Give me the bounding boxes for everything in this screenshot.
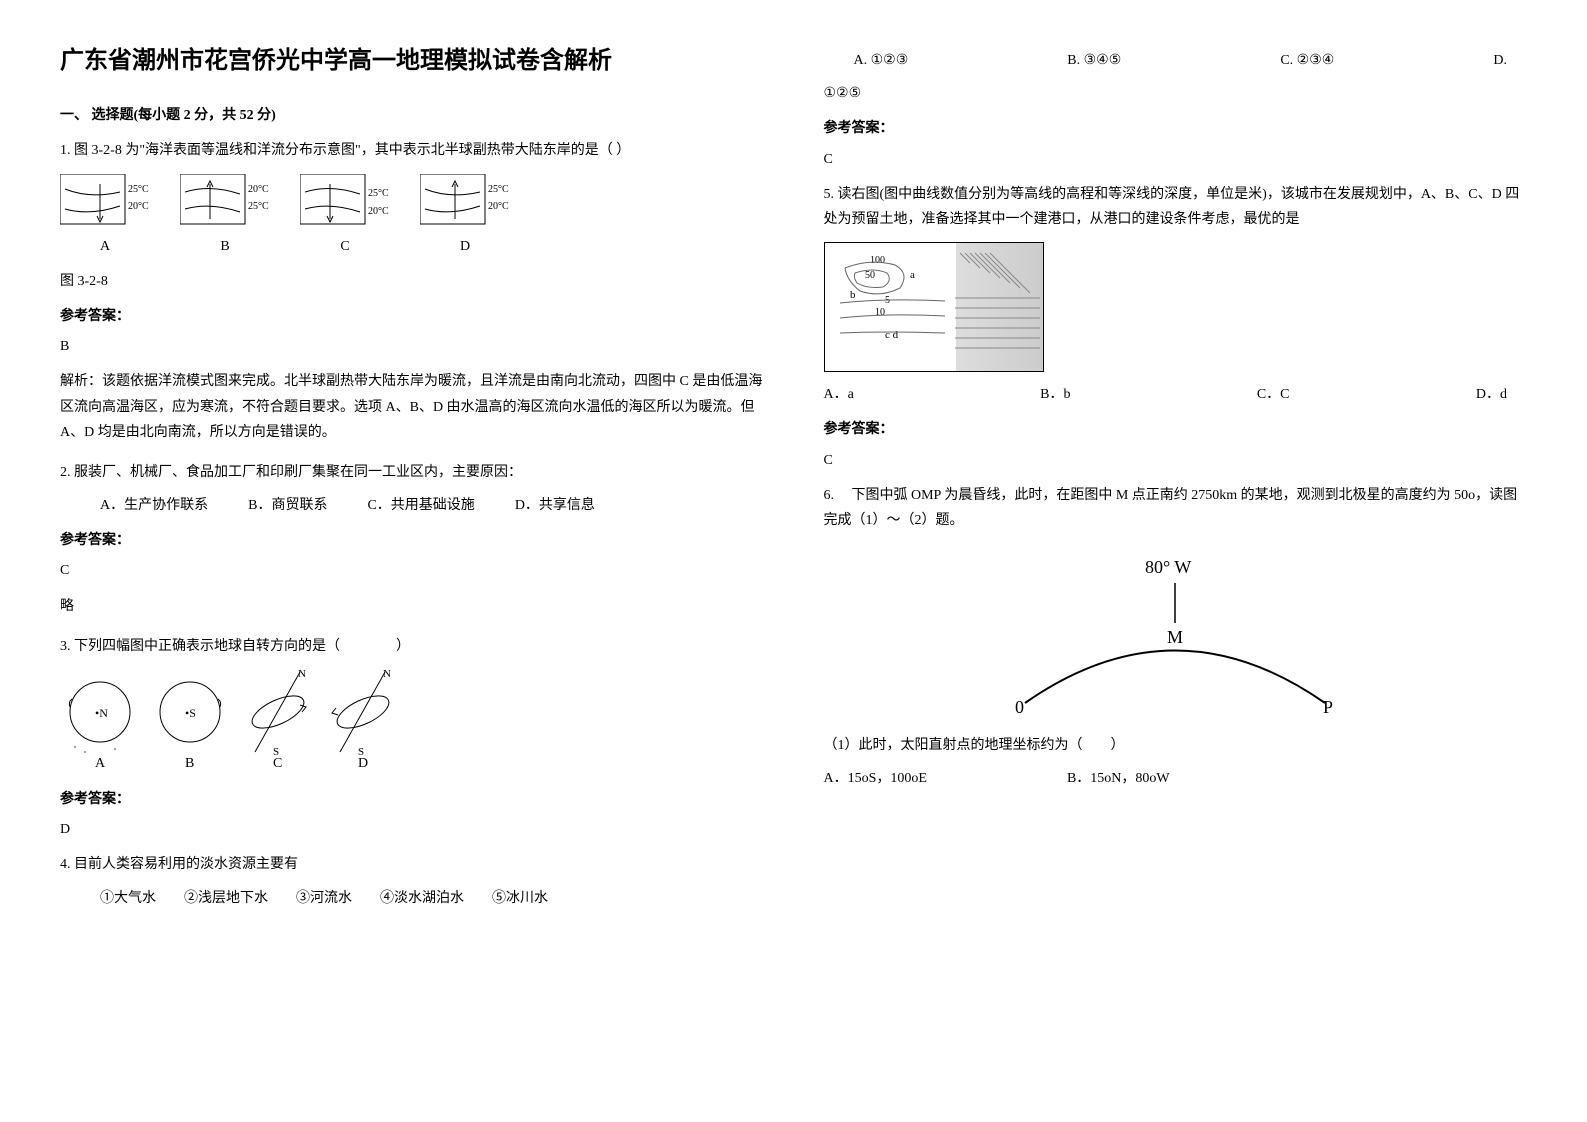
svg-text:P: P (1323, 697, 1333, 717)
q3-answer-label: 参考答案： (60, 787, 764, 812)
svg-text:20°C: 20°C (368, 206, 389, 217)
q1-fig-a: 25°C 20°C A (60, 174, 150, 259)
question-4: 4. 目前人类容易利用的淡水资源主要有 ①大气水 ②浅层地下水 ③河流水 ④淡水… (60, 852, 764, 910)
svg-text:20°C: 20°C (128, 201, 149, 212)
svg-text:80° W: 80° W (1145, 557, 1191, 577)
svg-text:•S: •S (185, 706, 196, 720)
svg-text:50: 50 (865, 270, 875, 281)
ocean-current-c: 25°C 20°C (300, 174, 390, 229)
section-header: 一、 选择题(每小题 2 分，共 52 分) (60, 103, 764, 128)
q2-opt-d: D．共享信息 (515, 493, 595, 518)
q5-answer: C (824, 448, 1528, 473)
svg-text:•N: •N (95, 706, 108, 720)
q4-opt-a: A. ①②③ (854, 48, 909, 73)
svg-text:N: N (383, 668, 391, 680)
q6-sub1-opt-a: A．15oS，100oE (824, 766, 927, 791)
q5-opt-c: C．C (1257, 382, 1290, 407)
ocean-current-b: 20°C 25°C (180, 174, 270, 229)
q2-opt-c: C．共用基础设施 (367, 493, 474, 518)
ocean-current-d: 25°C 20°C (420, 174, 510, 229)
q5-options: A．a B．b C．C D．d (824, 382, 1528, 407)
svg-text:100: 100 (870, 255, 885, 266)
q6-sub1-options: A．15oS，100oE B．15oN，80oW (824, 766, 1528, 791)
terminator-arc-diagram: 80° W M 0 P (995, 548, 1355, 718)
q1-caption: 图 3-2-8 (60, 269, 764, 294)
q2-answer-label: 参考答案： (60, 528, 764, 553)
svg-text:25°C: 25°C (368, 188, 389, 199)
q4-options: A. ①②③ B. ③④⑤ C. ②③④ D. (854, 48, 1528, 73)
question-2: 2. 服装厂、机械厂、食品加工厂和印刷厂集聚在同一工业区内，主要原因： A．生产… (60, 460, 764, 619)
q1-label-c: C (300, 234, 390, 259)
q3-figures: •N A •S B N S C (60, 667, 764, 777)
q1-fig-b: 20°C 25°C B (180, 174, 270, 259)
right-column: A. ①②③ B. ③④⑤ C. ②③④ D. ①②⑤ 参考答案： C 5. 读… (824, 40, 1528, 1082)
svg-text:25°C: 25°C (248, 201, 269, 212)
q6-sub1: （1）此时，太阳直射点的地理坐标约为（ ） (824, 733, 1528, 758)
ocean-current-a: 25°C 20°C (60, 174, 150, 229)
q1-explanation: 解析：该题依据洋流模式图来完成。北半球副热带大陆东岸为暖流，且洋流是由南向北流动… (60, 369, 764, 445)
svg-text:B: B (185, 756, 194, 771)
q2-options: A．生产协作联系 B．商贸联系 C．共用基础设施 D．共享信息 (100, 493, 764, 518)
svg-text:C: C (273, 756, 282, 771)
svg-text:D: D (358, 756, 368, 771)
svg-text:20°C: 20°C (488, 201, 509, 212)
q1-answer-label: 参考答案： (60, 304, 764, 329)
q1-answer: B (60, 334, 764, 359)
svg-text:M: M (1167, 627, 1183, 647)
exam-title: 广东省潮州市花宫侨光中学高一地理模拟试卷含解析 (60, 40, 764, 83)
q1-figures: 25°C 20°C A 20°C 25°C B (60, 174, 764, 259)
q1-fig-d: 25°C 20°C D (420, 174, 510, 259)
q4-opt-d: D. (1493, 48, 1507, 73)
svg-text:b: b (850, 289, 856, 301)
q4-answer-label: 参考答案： (824, 116, 1528, 141)
q2-text: 2. 服装厂、机械厂、食品加工厂和印刷厂集聚在同一工业区内，主要原因： (60, 460, 764, 485)
svg-text:c d: c d (885, 329, 899, 341)
q5-map: 100 50 a 5 10 b c d (824, 242, 1044, 372)
q4-text: 4. 目前人类容易利用的淡水资源主要有 (60, 852, 764, 877)
q4-opt-c: C. ②③④ (1280, 48, 1334, 73)
q4-opt-d-line2: ①②⑤ (824, 81, 1528, 106)
contour-map: 100 50 a 5 10 b c d (825, 243, 1045, 373)
q1-label-a: A (60, 234, 150, 259)
q5-opt-b: B．b (1040, 382, 1070, 407)
svg-text:0: 0 (1015, 697, 1024, 717)
q3-answer: D (60, 817, 764, 842)
svg-text:25°C: 25°C (488, 184, 509, 195)
svg-text:20°C: 20°C (248, 184, 269, 195)
q1-label-d: D (420, 234, 510, 259)
q5-opt-a: A．a (824, 382, 854, 407)
svg-text:a: a (910, 269, 915, 281)
q5-text: 5. 读右图(图中曲线数值分别为等高线的高程和等深线的深度，单位是米)，该城市在… (824, 182, 1528, 232)
question-1: 1. 图 3-2-8 为"海洋表面等温线和洋流分布示意图"，其中表示北半球副热带… (60, 138, 764, 445)
svg-text:A: A (95, 756, 106, 771)
q6-text: 6. 下图中弧 OMP 为晨昏线，此时，在距图中 M 点正南约 2750km 的… (824, 483, 1528, 533)
q1-label-b: B (180, 234, 270, 259)
question-6: 6. 下图中弧 OMP 为晨昏线，此时，在距图中 M 点正南约 2750km 的… (824, 483, 1528, 792)
q3-text: 3. 下列四幅图中正确表示地球自转方向的是（ ） (60, 634, 764, 659)
earth-rotation-figures: •N A •S B N S C (60, 667, 400, 777)
question-5: 5. 读右图(图中曲线数值分别为等高线的高程和等深线的深度，单位是米)，该城市在… (824, 182, 1528, 473)
left-column: 广东省潮州市花宫侨光中学高一地理模拟试卷含解析 一、 选择题(每小题 2 分，共… (60, 40, 764, 1082)
q5-answer-label: 参考答案： (824, 417, 1528, 442)
q2-answer: C (60, 558, 764, 583)
q5-opt-d: D．d (1476, 382, 1507, 407)
q1-text: 1. 图 3-2-8 为"海洋表面等温线和洋流分布示意图"，其中表示北半球副热带… (60, 138, 764, 163)
svg-text:10: 10 (875, 307, 885, 318)
q4-opt-b: B. ③④⑤ (1067, 48, 1121, 73)
q2-opt-a: A．生产协作联系 (100, 493, 208, 518)
svg-text:N: N (298, 668, 306, 680)
question-3: 3. 下列四幅图中正确表示地球自转方向的是（ ） •N A •S B (60, 634, 764, 843)
q1-fig-c: 25°C 20°C C (300, 174, 390, 259)
q4-items: ①大气水 ②浅层地下水 ③河流水 ④淡水湖泊水 ⑤冰川水 (100, 886, 764, 911)
q4-answer: C (824, 147, 1528, 172)
q2-explanation: 略 (60, 594, 764, 619)
svg-text:25°C: 25°C (128, 184, 149, 195)
q2-opt-b: B．商贸联系 (248, 493, 327, 518)
q6-sub1-opt-b: B．15oN，80oW (1067, 766, 1170, 791)
